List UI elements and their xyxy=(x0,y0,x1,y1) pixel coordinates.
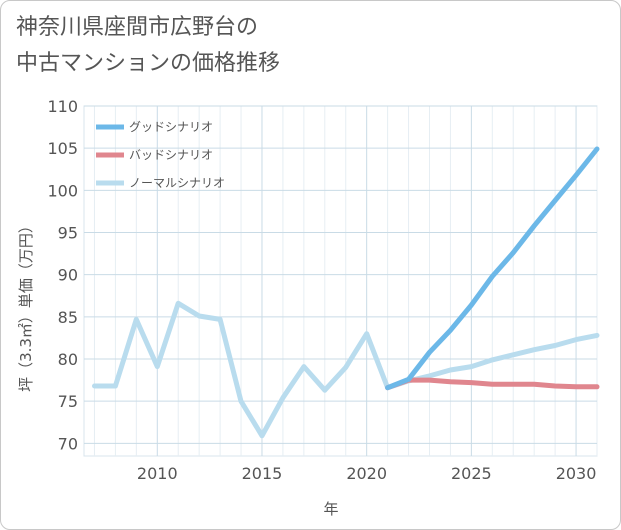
x-tick-label: 2030 xyxy=(556,464,597,483)
y-tick-label: 95 xyxy=(58,224,78,243)
series-line-2 xyxy=(92,300,600,439)
chart-title: 神奈川県座間市広野台の 中古マンションの価格推移 xyxy=(16,10,576,82)
tick-labels: 70 75 80 85 90 95 100 105 110 2010 2015 2020 2025 203… xyxy=(47,97,596,483)
y-tick-label: 110 xyxy=(47,97,78,116)
x-tick-label: 2020 xyxy=(346,464,387,483)
y-tick-label: 100 xyxy=(47,181,78,200)
y-tick-label: 75 xyxy=(58,392,78,411)
x-tick-label: 2025 xyxy=(451,464,492,483)
series-lines xyxy=(92,146,600,439)
chart-title-line-2: 中古マンションの価格推移 xyxy=(16,51,281,76)
y-tick-label: 90 xyxy=(58,266,78,285)
x-tick-label: 2015 xyxy=(242,464,283,483)
y-axis-title: 坪（3.3㎡）単価（万円） xyxy=(17,218,35,392)
legend-label-2: ノーマルシナリオ xyxy=(129,176,225,190)
series-line-0 xyxy=(385,146,600,391)
legend-label-1: バッドシナリオ xyxy=(129,148,213,162)
y-tick-label: 80 xyxy=(58,350,78,369)
plot-area xyxy=(83,105,598,457)
y-tick-label: 105 xyxy=(47,139,78,158)
grid xyxy=(83,105,598,457)
chart-title-line-1: 神奈川県座間市広野台の xyxy=(16,15,259,40)
x-axis-title: 年 xyxy=(323,500,338,518)
y-tick-label: 85 xyxy=(58,308,78,327)
legend-label-0: グッドシナリオ xyxy=(129,120,213,134)
x-tick-label: 2010 xyxy=(137,464,178,483)
series-line-1 xyxy=(385,377,600,391)
y-tick-label: 70 xyxy=(58,434,78,453)
